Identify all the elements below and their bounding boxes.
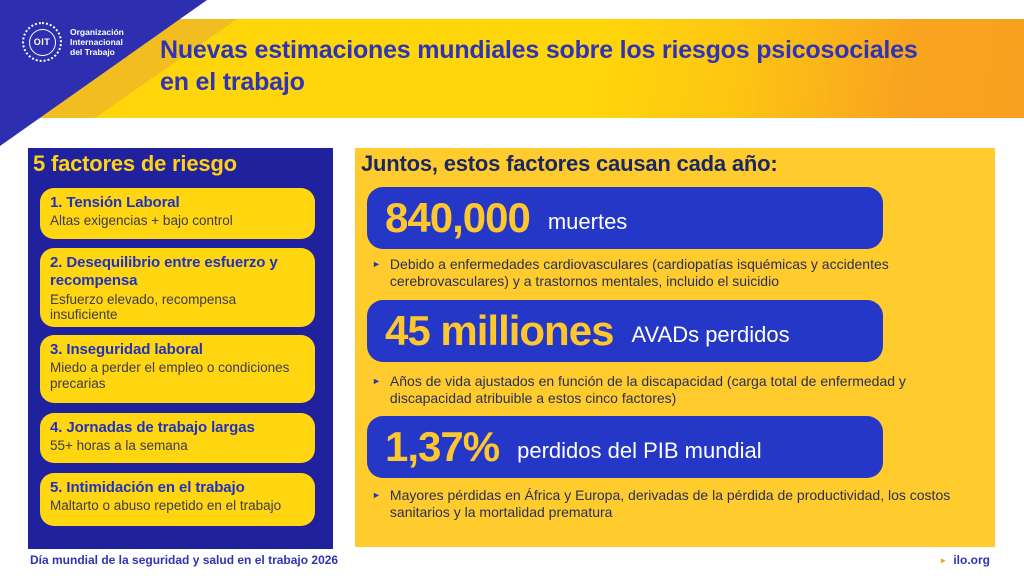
stat-dalys-note: ► Años de vida ajustados en función de l… xyxy=(372,373,962,407)
risk-factors-title: 5 factores de riesgo xyxy=(33,151,237,176)
impact-panel-title: Juntos, estos factores causan cada año: xyxy=(361,151,778,176)
stat-gdp-unit: perdidos del PIB mundial xyxy=(517,438,762,463)
ilo-emblem-acronym: OIT xyxy=(28,28,56,56)
risk-factors-panel: 5 factores de riesgo 1. Tensión Laboral … xyxy=(28,148,333,549)
factor-card-1: 1. Tensión Laboral Altas exigencias + ba… xyxy=(40,188,315,239)
stat-dalys-note-text: Años de vida ajustados en función de la … xyxy=(389,373,906,407)
factor-1-desc: Altas exigencias + bajo control xyxy=(50,213,233,229)
ilo-logo-line1: Organización xyxy=(70,26,124,37)
stat-dalys-unit: AVADs perdidos xyxy=(631,322,790,347)
bullet-arrow-icon: ► xyxy=(372,376,381,386)
factor-4-title: 4. Jornadas de trabajo largas xyxy=(50,419,255,436)
page-title-line1: Nuevas estimaciones mundiales sobre los … xyxy=(160,36,918,64)
stat-gdp-note: ► Mayores pérdidas en África y Europa, d… xyxy=(372,487,962,521)
factor-card-2: 2. Desequilibrio entre esfuerzo y recomp… xyxy=(40,248,315,327)
stat-dalys-value: 45 milliones xyxy=(385,307,614,354)
stat-deaths-value: 840,000 xyxy=(385,194,531,241)
ilo-logo-line3: del Trabajo xyxy=(70,47,115,58)
factor-1-title: 1. Tensión Laboral xyxy=(50,194,180,211)
factor-card-3: 3. Inseguridad laboral Miedo a perder el… xyxy=(40,335,315,403)
footer-arrow-icon: ► xyxy=(939,555,948,565)
bullet-arrow-icon: ► xyxy=(372,259,381,269)
ilo-logo-line2: Internacional xyxy=(70,36,123,47)
stat-deaths-unit: muertes xyxy=(547,209,628,234)
impact-panel: Juntos, estos factores causan cada año: … xyxy=(355,148,995,547)
factor-3-title: 3. Inseguridad laboral xyxy=(50,341,203,358)
stat-gdp-note-text: Mayores pérdidas en África y Europa, der… xyxy=(389,487,951,521)
factor-2-desc: Esfuerzo elevado, recompensa insuficient… xyxy=(50,291,237,323)
ilo-org-footer: ► ilo.org xyxy=(939,553,990,567)
factor-5-desc: Maltarto o abuso repetido en el trabajo xyxy=(50,498,282,514)
stat-card-gdp: 1,37% perdidos del PIB mundial xyxy=(367,416,883,478)
stat-gdp-value: 1,37% xyxy=(385,423,500,470)
bullet-arrow-icon: ► xyxy=(372,490,381,500)
stat-deaths-note: ► Debido a enfermedades cardiovasculares… xyxy=(372,256,962,290)
ilo-logo-text: Organización Internacional del Trabajo xyxy=(70,27,124,58)
stat-card-deaths: 840,000 muertes xyxy=(367,187,883,249)
page-title-line2: en el trabajo xyxy=(160,68,305,96)
factor-5-title: 5. Intimidación en el trabajo xyxy=(50,479,245,496)
page-title: Nuevas estimaciones mundiales sobre los … xyxy=(160,34,918,98)
factor-card-4: 4. Jornadas de trabajo largas 55+ horas … xyxy=(40,413,315,463)
campaign-footer-label: Día mundial de la seguridad y salud en e… xyxy=(30,553,339,567)
factor-4-desc: 55+ horas a la semana xyxy=(50,438,188,454)
stat-deaths-note-text: Debido a enfermedades cardiovasculares (… xyxy=(389,256,889,290)
factor-2-title: 2. Desequilibrio entre esfuerzo y recomp… xyxy=(50,254,278,290)
ilo-emblem-icon: OIT xyxy=(22,22,62,62)
factor-3-desc: Miedo a perder el empleo o condiciones p… xyxy=(50,360,290,391)
ilo-logo: OIT Organización Internacional del Traba… xyxy=(22,22,124,62)
stat-card-dalys: 45 milliones AVADs perdidos xyxy=(367,300,883,362)
factor-card-5: 5. Intimidación en el trabajo Maltarto o… xyxy=(40,473,315,526)
ilo-org-link[interactable]: ilo.org xyxy=(953,553,990,567)
